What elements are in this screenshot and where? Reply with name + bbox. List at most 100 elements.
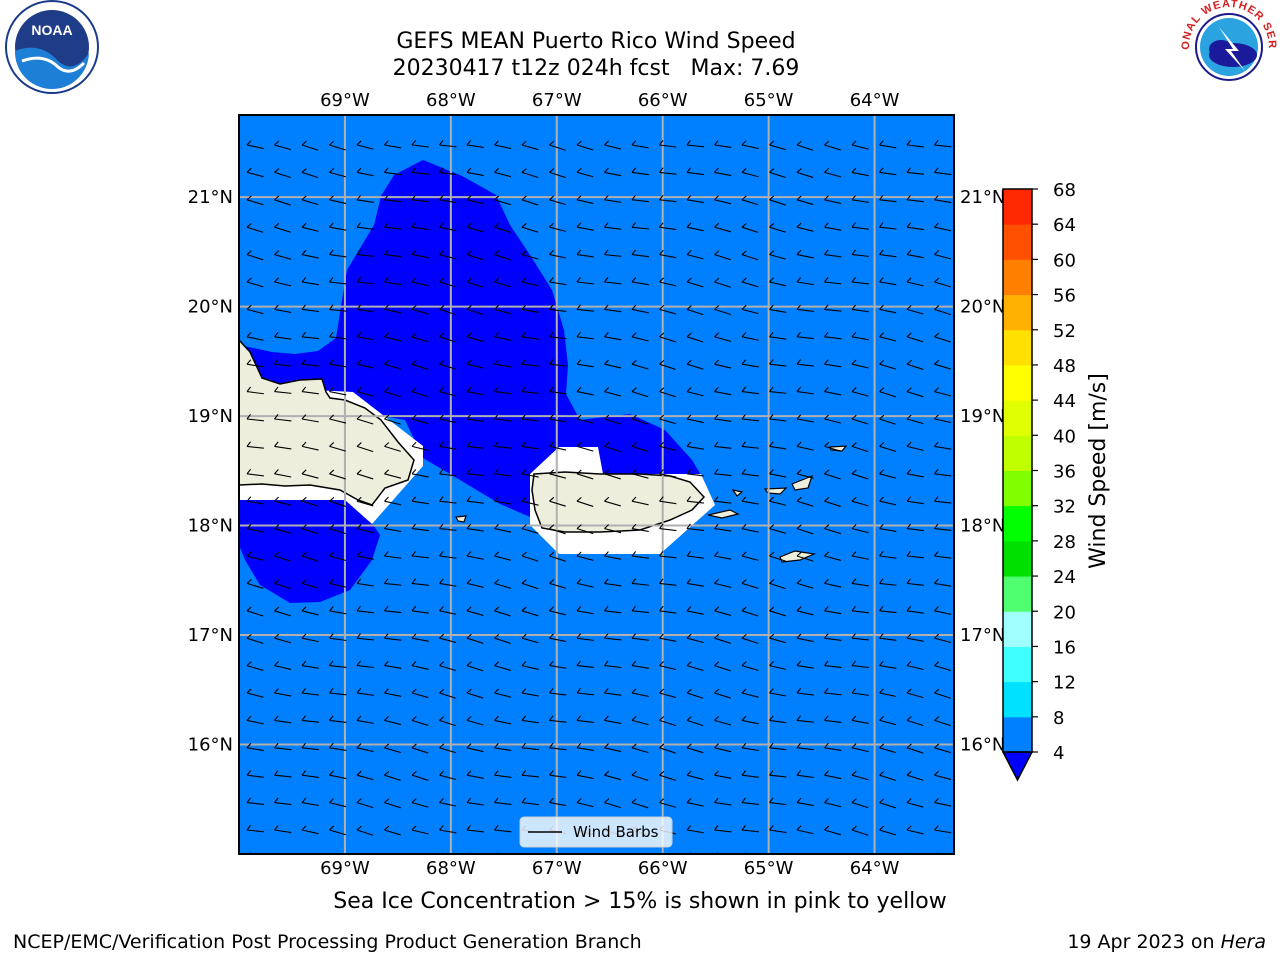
- wind-barb-flag: [356, 414, 362, 420]
- wind-barb: [411, 226, 429, 231]
- wind-barb: [934, 528, 952, 531]
- wind-barb: [714, 418, 732, 422]
- wind-barb-flag: [549, 660, 554, 666]
- wind-barb-flag: [769, 222, 775, 228]
- wind-barb: [301, 391, 319, 395]
- wind-barb: [659, 199, 677, 203]
- wind-barb: [934, 747, 951, 754]
- wind-barb-flag: [521, 331, 527, 338]
- wind-barb: [851, 528, 869, 534]
- wind-barb-flag: [521, 168, 527, 173]
- wind-barb: [769, 199, 786, 206]
- wind-barb: [906, 391, 924, 398]
- wind-barb: [769, 281, 787, 287]
- wind-barb-flag: [384, 249, 389, 255]
- wind-barb-flag: [329, 304, 334, 310]
- wind-barb-flag: [714, 277, 720, 283]
- wind-barb-flag: [329, 140, 335, 146]
- wind-barb: [741, 802, 759, 805]
- wind-barb: [411, 473, 429, 478]
- wind-barb-flag: [411, 332, 417, 338]
- wind-barb: [604, 555, 622, 560]
- wind-barb-flag: [301, 797, 307, 803]
- wind-barb-flag: [301, 688, 307, 694]
- wind-barb: [274, 473, 292, 478]
- wind-barb-flag: [521, 386, 526, 392]
- wind-barb-flag: [796, 606, 802, 612]
- wind-barb: [604, 418, 621, 425]
- wind-barb: [824, 254, 842, 258]
- wind-barb: [631, 391, 649, 398]
- wind-barb: [824, 199, 842, 205]
- wind-barb: [686, 226, 704, 232]
- wind-barb: [274, 665, 292, 670]
- wind-barb: [274, 719, 292, 724]
- noaa-logo-text: NOAA: [31, 22, 72, 38]
- wind-barb-flag: [796, 359, 801, 365]
- wind-barb-flag: [301, 825, 307, 831]
- wind-barb: [686, 747, 704, 754]
- wind-barb-flag: [439, 578, 444, 584]
- wind-barb: [411, 610, 429, 614]
- wind-barb-flag: [686, 661, 692, 667]
- wind-barb-flag: [576, 798, 582, 803]
- wind-barb: [686, 144, 704, 148]
- wind-barb-flag: [824, 469, 830, 475]
- wind-barb: [796, 363, 814, 367]
- wind-barb-flag: [741, 195, 747, 201]
- wind-barb-flag: [576, 386, 582, 392]
- wind-barb-flag: [274, 331, 279, 338]
- wind-barb: [741, 336, 759, 341]
- wind-barb: [824, 363, 842, 368]
- wind-barb-flag: [934, 523, 939, 529]
- wind-barb: [274, 199, 291, 206]
- wind-barb: [631, 144, 649, 149]
- wind-barb-flag: [659, 578, 664, 584]
- wind-barb-flag: [274, 688, 279, 694]
- wind-barb-flag: [439, 606, 444, 612]
- wind-barb: [466, 418, 484, 422]
- wind-barb: [741, 281, 759, 288]
- wind-barb: [356, 774, 374, 781]
- wind-barb: [741, 747, 759, 752]
- wind-barb: [879, 610, 897, 614]
- wind-barb-flag: [686, 332, 692, 338]
- wind-barb-flag: [384, 770, 390, 776]
- wind-barb-flag: [906, 551, 911, 557]
- wind-barb: [576, 281, 594, 285]
- wind-barb-flag: [246, 167, 252, 173]
- wind-barb: [411, 555, 429, 559]
- wind-barb: [466, 802, 484, 806]
- wind-barb: [576, 254, 594, 258]
- wind-barb-flag: [879, 798, 885, 804]
- wind-barb-flag: [494, 715, 499, 721]
- wind-barb-flag: [329, 715, 334, 721]
- wind-barb: [714, 336, 732, 342]
- wind-barb-flag: [521, 797, 527, 803]
- strong-wind-region-north: [239, 160, 710, 530]
- wind-barb-flag: [604, 524, 609, 529]
- wind-barb-flag: [631, 222, 636, 228]
- wind-barb-flag: [329, 442, 335, 447]
- colorbar-segment: [1003, 540, 1032, 577]
- wind-barb-flag: [549, 441, 554, 447]
- wind-barb-flag: [741, 715, 747, 721]
- wind-barb-flag: [576, 304, 581, 310]
- wind-barb-flag: [521, 277, 527, 283]
- wind-barb-flag: [906, 578, 911, 584]
- wind-barb-flag: [769, 524, 775, 530]
- wind-barb-flag: [686, 359, 692, 365]
- wind-barb: [549, 692, 567, 696]
- wind-barb: [934, 555, 952, 559]
- wind-barb-flag: [686, 250, 692, 255]
- land-islet-6: [455, 515, 467, 523]
- wind-barb-flag: [576, 140, 582, 146]
- wind-barb: [521, 637, 539, 644]
- wind-barb: [329, 418, 347, 424]
- wind-barb-flag: [301, 140, 307, 146]
- wind-barb: [851, 171, 869, 177]
- wind-barb: [631, 171, 649, 176]
- wind-barb-flag: [521, 633, 527, 639]
- wind-barb: [274, 528, 291, 534]
- wind-barb-flag: [851, 660, 856, 666]
